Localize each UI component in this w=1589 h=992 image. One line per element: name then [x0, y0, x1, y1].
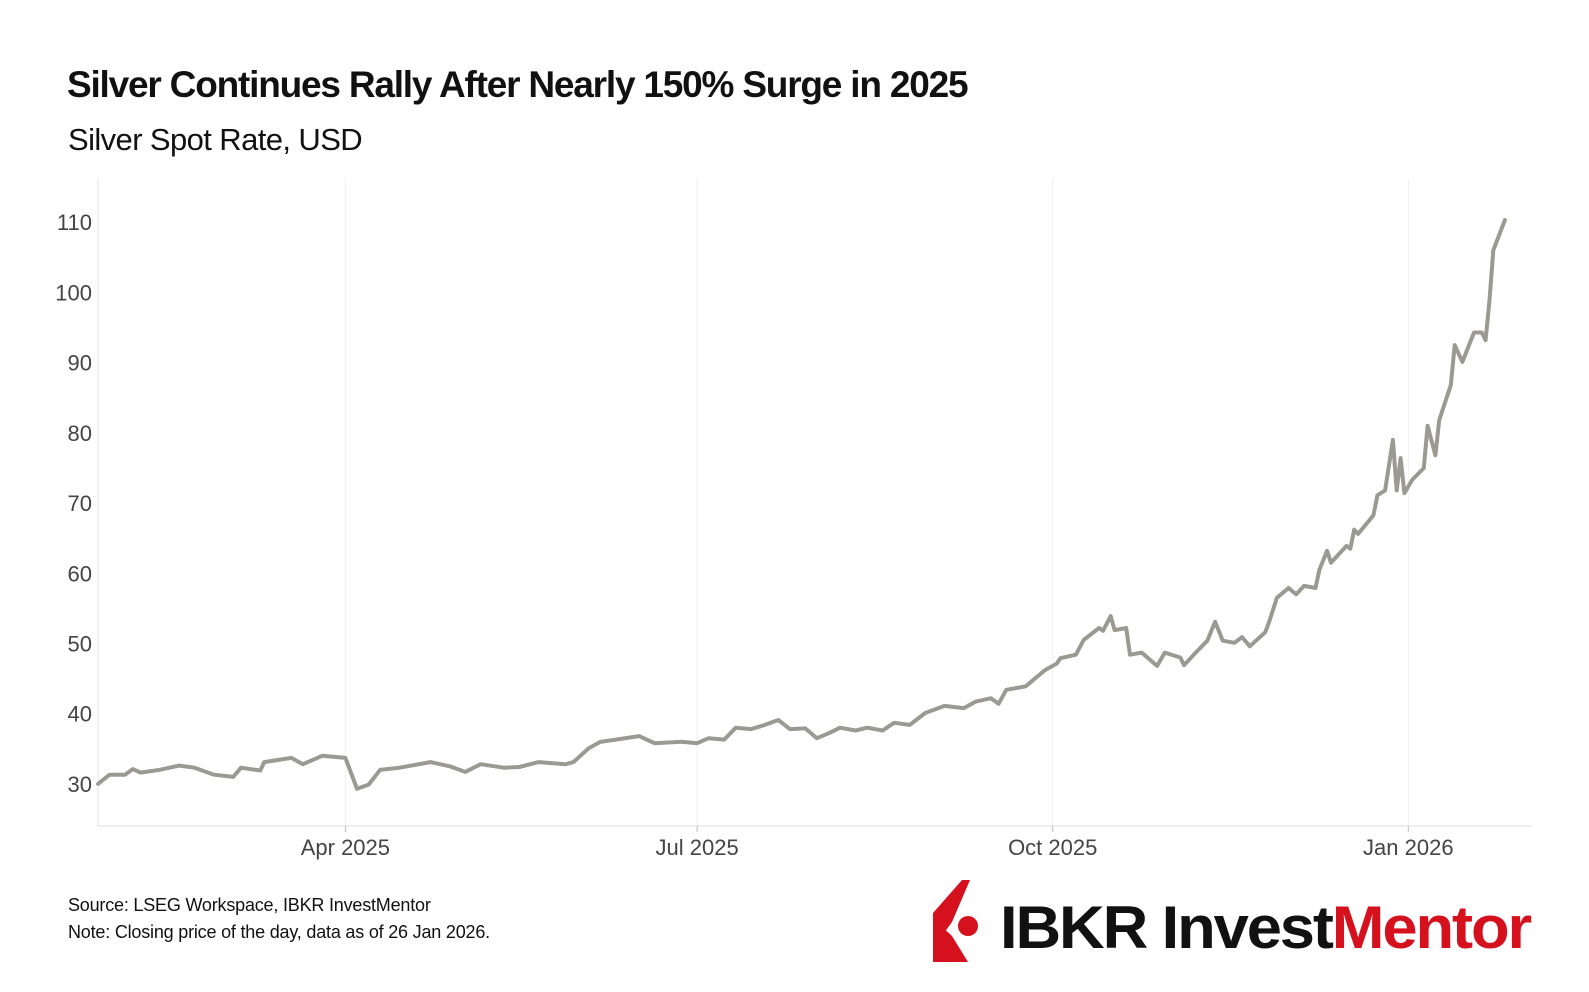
- data-note: Note: Closing price of the day, data as …: [68, 922, 490, 942]
- y-tick-label: 90: [68, 351, 92, 376]
- x-tick-label: Apr 2025: [301, 835, 390, 860]
- chart-title: Silver Continues Rally After Nearly 150%…: [67, 64, 969, 105]
- y-tick-label: 100: [55, 280, 92, 305]
- x-tick-label: Jan 2026: [1363, 835, 1454, 860]
- ibkr-logo-icon: [933, 880, 978, 962]
- svg-text:IBKR InvestMentor: IBKR Invest Mentor: [1000, 894, 1532, 961]
- y-tick-label: 80: [68, 421, 92, 446]
- y-tick-label: 60: [68, 561, 92, 586]
- y-tick-label: 40: [68, 702, 92, 727]
- silver-price-line: [96, 218, 1507, 791]
- y-tick-label: 50: [68, 631, 92, 656]
- logo-text-red: Mentor: [1332, 894, 1532, 961]
- chart-subtitle: Silver Spot Rate, USD: [68, 122, 363, 157]
- ibkr-investmentor-logo: IBKR Invest Mentor: [933, 880, 1534, 962]
- source-note: Source: LSEG Workspace, IBKR InvestMento…: [68, 895, 431, 915]
- line-chart: 30 40 50 60 70 80 90 100 110 Apr 2025 Jul 2025 Oct…: [55, 178, 1532, 860]
- gridlines: [344, 178, 1409, 826]
- x-tick-labels: Apr 2025 Jul 2025 Oct 2025 Jan 2026: [301, 826, 1454, 860]
- x-tick-label: Jul 2025: [656, 835, 739, 860]
- y-tick-label: 70: [68, 491, 92, 516]
- x-tick-label: Oct 2025: [1008, 835, 1097, 860]
- y-tick-labels: 30 40 50 60 70 80 90 100 110: [55, 210, 92, 797]
- logo-text-dark: IBKR Invest: [1000, 894, 1334, 961]
- y-tick-label: 110: [57, 210, 92, 235]
- y-tick-label: 30: [68, 772, 92, 797]
